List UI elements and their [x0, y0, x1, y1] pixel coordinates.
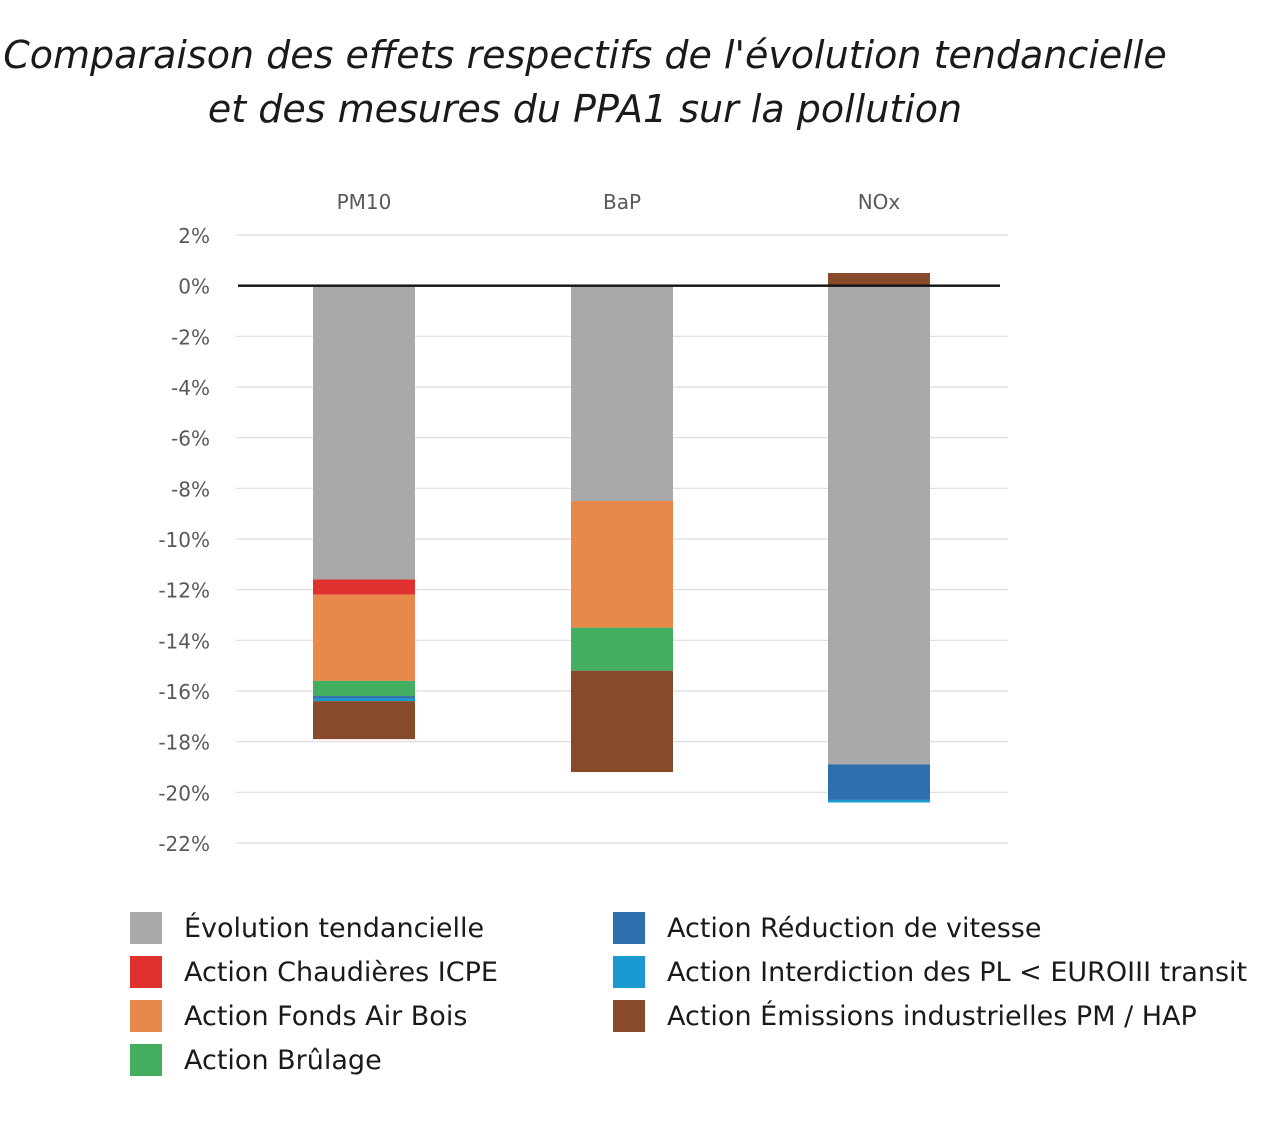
- chart-title-line-2: et des mesures du PPA1 sur la pollution: [207, 87, 963, 131]
- bar-segment: [313, 579, 415, 595]
- legend-label: Action Émissions industrielles PM / HAP: [667, 1000, 1197, 1032]
- bar-segment: [313, 285, 415, 580]
- bar-segment: [828, 799, 930, 803]
- legend-item: Action Chaudières ICPE: [130, 950, 498, 994]
- legend-swatch: [130, 1044, 162, 1076]
- legend-swatch: [130, 956, 162, 988]
- chart-title: Comparaison des effets respectifs de l'é…: [0, 28, 1170, 136]
- legend-label: Action Brûlage: [184, 1044, 382, 1076]
- legend-item: Action Émissions industrielles PM / HAP: [613, 994, 1247, 1038]
- bar-segment: [571, 285, 673, 501]
- bar-segment: [571, 627, 673, 671]
- bar-segment: [313, 698, 415, 702]
- bar-segment: [313, 680, 415, 697]
- y-tick-label: -20%: [158, 781, 210, 805]
- bar-segment: [828, 273, 930, 286]
- legend-label: Action Interdiction des PL < EUROIII tra…: [667, 956, 1248, 988]
- legend-label: Action Réduction de vitesse: [667, 912, 1042, 944]
- bar-segment: [313, 701, 415, 740]
- y-tick-label: -22%: [158, 832, 210, 856]
- legend-column-left: Évolution tendancielle Action Chaudières…: [130, 906, 498, 1082]
- y-tick-label: -4%: [171, 376, 210, 400]
- bar-segment: [828, 764, 930, 800]
- legend-swatch: [130, 912, 162, 944]
- chart-title-line-1: Comparaison des effets respectifs de l'é…: [3, 33, 1167, 77]
- category-label: NOx: [858, 190, 901, 214]
- legend-column-right: Action Réduction de vitesse Action Inter…: [613, 906, 1247, 1038]
- legend-item: Action Interdiction des PL < EUROIII tra…: [613, 950, 1247, 994]
- y-tick-label: -8%: [171, 477, 210, 501]
- y-tick-label: -16%: [158, 680, 210, 704]
- y-tick-label: 2%: [178, 224, 210, 248]
- y-tick-label: -12%: [158, 579, 210, 603]
- legend-swatch: [613, 1000, 645, 1032]
- bar-segment: [571, 670, 673, 773]
- bar-segment: [828, 285, 930, 765]
- y-tick-label: 0%: [178, 275, 210, 299]
- legend-swatch: [613, 956, 645, 988]
- y-tick-label: -6%: [171, 427, 210, 451]
- legend-swatch: [130, 1000, 162, 1032]
- bar-segment: [571, 501, 673, 628]
- legend-label: Action Chaudières ICPE: [184, 956, 498, 988]
- category-label: BaP: [603, 190, 641, 214]
- legend-label: Action Fonds Air Bois: [184, 1000, 468, 1032]
- legend-item: Évolution tendancielle: [130, 906, 498, 950]
- stacked-bar-chart: 2% 0% -2% -4% -6% -8% -10% -12% -14% -16% -18% -20%…: [158, 190, 1008, 856]
- legend-swatch: [613, 912, 645, 944]
- chart-legend: Évolution tendancielle Action Chaudières…: [0, 906, 1286, 1096]
- y-tick-label: -18%: [158, 731, 210, 755]
- y-tick-label: -10%: [158, 528, 210, 552]
- bar-segment: [313, 594, 415, 681]
- y-tick-label: -14%: [158, 629, 210, 653]
- category-label: PM10: [337, 190, 392, 214]
- bar-segment: [313, 696, 415, 699]
- legend-item: Action Réduction de vitesse: [613, 906, 1247, 950]
- legend-item: Action Brûlage: [130, 1038, 498, 1082]
- y-tick-label: -2%: [171, 325, 210, 349]
- legend-label: Évolution tendancielle: [184, 912, 485, 944]
- legend-item: Action Fonds Air Bois: [130, 994, 498, 1038]
